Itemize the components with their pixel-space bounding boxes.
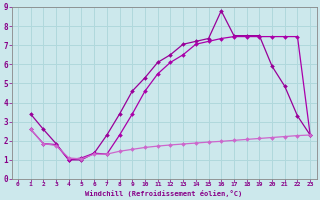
- X-axis label: Windchill (Refroidissement éolien,°C): Windchill (Refroidissement éolien,°C): [85, 190, 243, 197]
